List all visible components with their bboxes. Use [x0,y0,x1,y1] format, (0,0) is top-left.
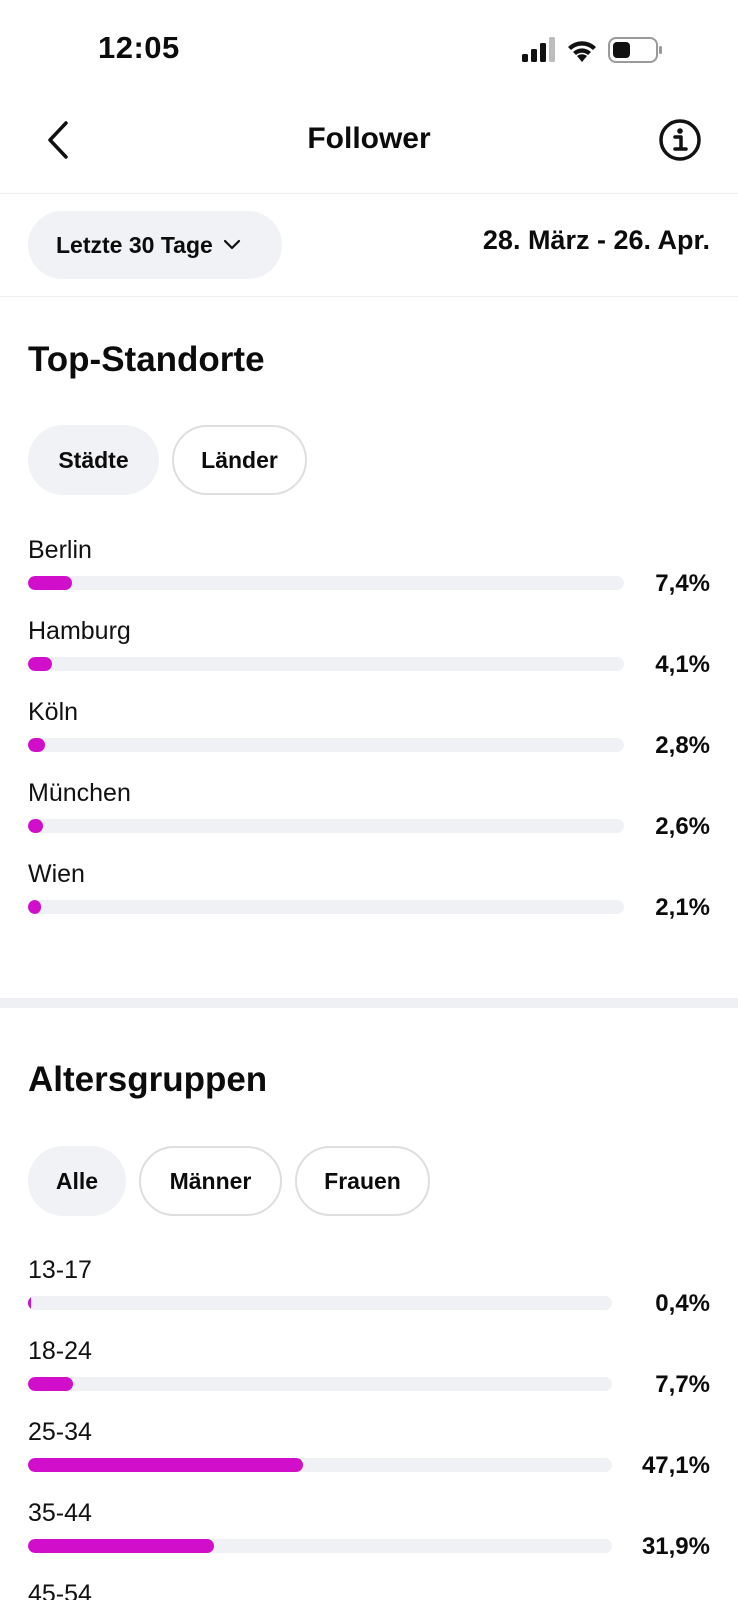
progress-fill [28,900,41,914]
wifi-icon [568,41,596,62]
progress-fill [28,1296,31,1310]
tab-men[interactable]: Männer [139,1146,282,1216]
item-label: 25-34 [28,1418,92,1446]
item-label: Hamburg [28,617,131,645]
progress-fill [28,819,43,833]
status-bar: 12:05 [0,0,738,100]
status-time: 12:05 [98,30,180,65]
percent-value: 2,1% [655,894,710,921]
percent-value: 7,7% [655,1371,710,1398]
progress-fill [28,576,72,590]
percent-value: 4,1% [655,651,710,678]
progress-track [28,1377,612,1391]
chevron-down-icon [223,239,241,251]
progress-track [28,819,624,833]
item-label: 18-24 [28,1337,92,1365]
percent-value: 0,4% [655,1290,710,1317]
nav-bar: Follower [0,100,738,194]
cellular-signal-icon [522,37,555,62]
page-title: Follower [307,122,431,155]
progress-fill [28,1458,303,1472]
item-label: 35-44 [28,1499,92,1527]
progress-track [28,738,624,752]
progress-track [28,1539,612,1553]
list-item: 45-54 [28,1580,710,1600]
progress-track [28,657,624,671]
percent-value: 7,4% [655,570,710,597]
item-label: Berlin [28,536,92,564]
progress-track [28,1296,612,1310]
battery-icon [608,37,662,63]
tab-cities[interactable]: Städte [28,425,159,495]
progress-fill [28,1377,73,1391]
percent-value: 2,6% [655,813,710,840]
item-label: 13-17 [28,1256,92,1284]
list-item: 13-17 0,4% [28,1256,710,1334]
percent-value: 47,1% [641,1452,710,1479]
period-label: Letzte 30 Tage [56,231,213,258]
list-item: Hamburg 4,1% [28,617,710,695]
list-item: Wien 2,1% [28,860,710,938]
list-item: Köln 2,8% [28,698,710,776]
filter-row: Letzte 30 Tage 28. März - 26. Apr. [0,195,738,297]
progress-fill [28,657,52,671]
list-item: Berlin 7,4% [28,536,710,614]
tab-all[interactable]: Alle [28,1146,126,1216]
progress-track [28,1458,612,1472]
chevron-left-icon [48,121,68,159]
percent-value: 31,9% [641,1533,710,1560]
progress-fill [28,1539,214,1553]
tab-countries[interactable]: Länder [172,425,307,495]
status-icons [522,37,662,63]
item-label: Köln [28,698,79,726]
percent-value: 2,8% [655,732,710,759]
period-dropdown[interactable]: Letzte 30 Tage [28,211,282,279]
date-range: 28. März - 26. Apr. [482,225,710,255]
progress-track [28,900,624,914]
back-button[interactable] [36,118,80,162]
info-icon [659,119,701,161]
item-label: München [28,779,131,807]
list-item: 18-24 7,7% [28,1337,710,1415]
item-label: 45-54 [28,1580,92,1600]
item-label: Wien [28,860,85,888]
list-item: 25-34 47,1% [28,1418,710,1496]
tab-women[interactable]: Frauen [295,1146,430,1216]
progress-fill [28,738,45,752]
list-item: München 2,6% [28,779,710,857]
progress-track [28,576,624,590]
locations-title: Top-Standorte [28,340,265,379]
info-button[interactable] [656,116,704,164]
age-groups-title: Altersgruppen [28,1060,268,1099]
list-item: 35-44 31,9% [28,1499,710,1577]
section-divider [0,998,738,1008]
